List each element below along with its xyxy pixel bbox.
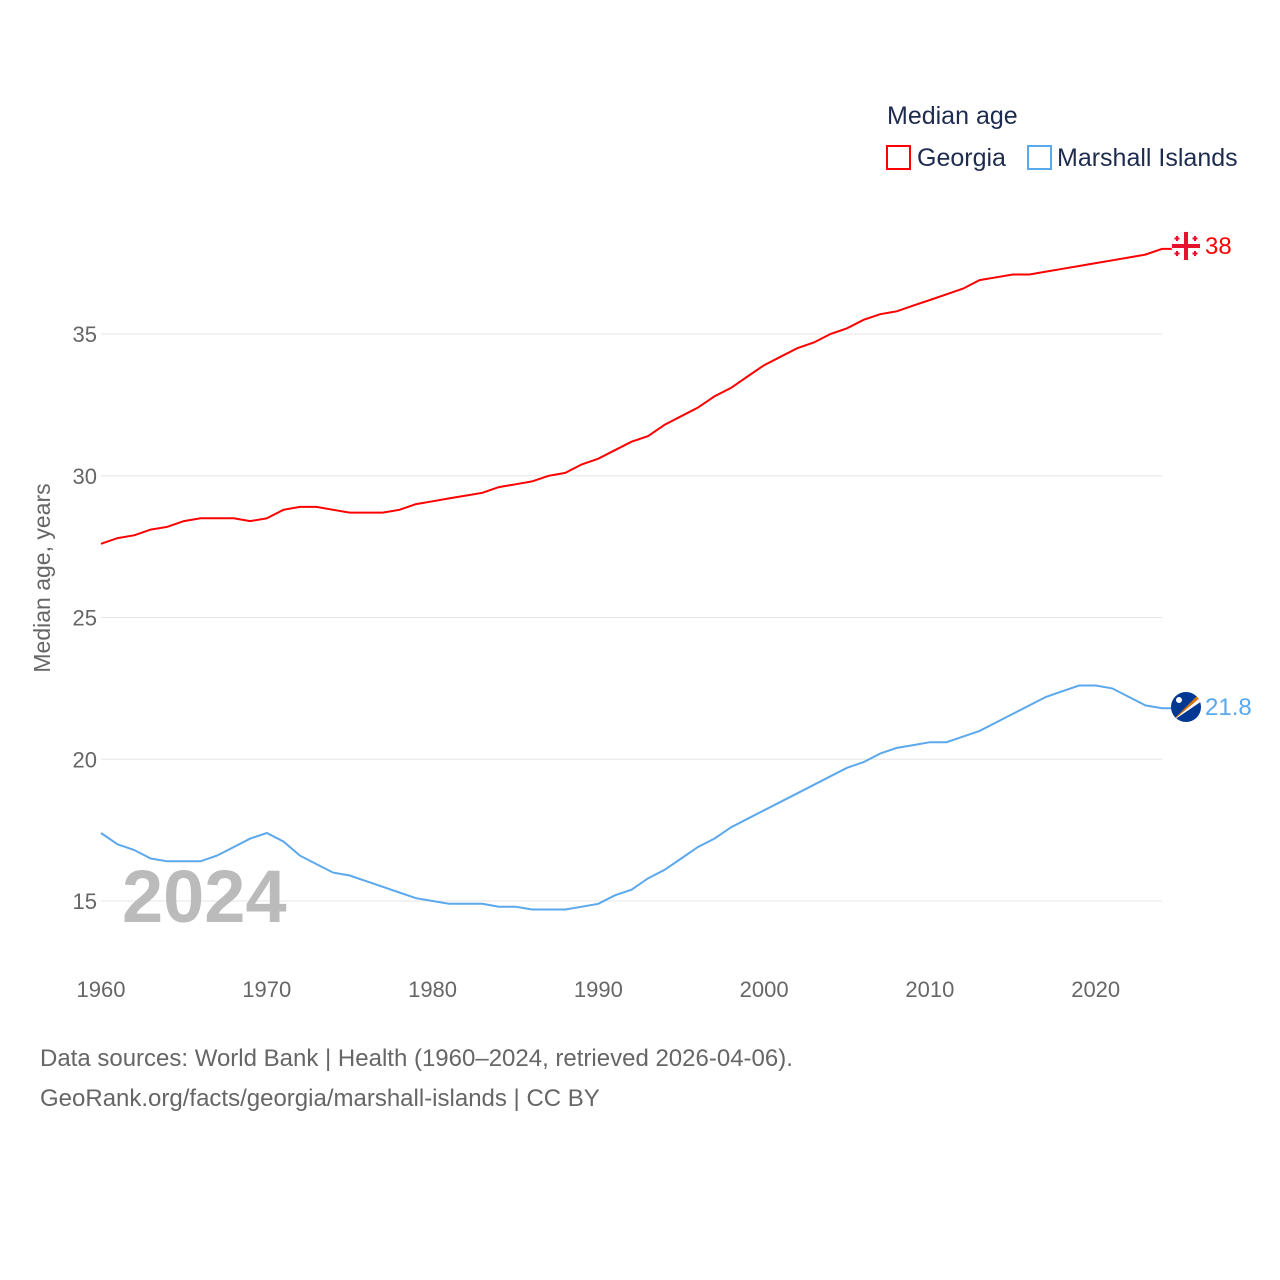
georgia-end-label: 38 [1205, 233, 1232, 260]
year-watermark: 2024 [122, 855, 287, 938]
y-tick-label: 20 [73, 747, 97, 772]
legend-label: Georgia [917, 144, 1006, 172]
y-tick-label: 25 [73, 606, 97, 631]
series-line-georgia [100, 247, 1172, 545]
marshall-islands-flag-icon [1171, 692, 1201, 722]
legend-title: Median age [887, 102, 1018, 130]
x-tick-label: 2010 [905, 977, 954, 1002]
source-note: Data sources: World Bank | Health (1960–… [40, 1045, 793, 1072]
attribution-link[interactable]: GeoRank.org/facts/georgia/marshall-islan… [40, 1085, 600, 1112]
georgia-flag-icon [1171, 231, 1201, 261]
x-tick-label: 1990 [574, 977, 623, 1002]
y-tick-label: 15 [73, 889, 97, 914]
legend-label: Marshall Islands [1057, 144, 1238, 172]
y-tick-label: 35 [73, 322, 97, 347]
legend-item-marshall-islands[interactable]: Marshall Islands [1027, 144, 1238, 172]
x-tick-label: 2000 [740, 977, 789, 1002]
x-tick-label: 1980 [408, 977, 457, 1002]
y-tick-label: 30 [73, 464, 97, 489]
series-line-marshall-islands [100, 684, 1172, 911]
x-tick-label: 1970 [242, 977, 291, 1002]
x-tick-label: 2020 [1071, 977, 1120, 1002]
marshall-islands-end-label: 21.8 [1205, 694, 1252, 721]
legend-item-georgia[interactable]: Georgia [886, 144, 1006, 172]
x-tick-label: 1960 [77, 977, 126, 1002]
y-axis-label: Median age, years [29, 483, 55, 672]
